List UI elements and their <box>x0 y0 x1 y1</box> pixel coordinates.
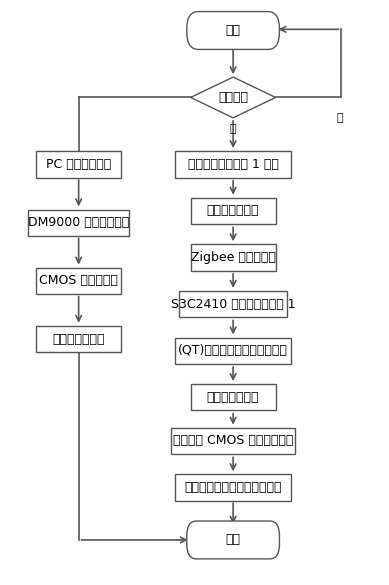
Text: 医生通过 CMOS 看到患者状态: 医生通过 CMOS 看到患者状态 <box>173 435 293 448</box>
Text: DM9000 以太网控制器: DM9000 以太网控制器 <box>28 216 129 229</box>
Text: Zigbee 协调器处理: Zigbee 协调器处理 <box>191 251 275 264</box>
FancyBboxPatch shape <box>187 521 279 559</box>
Text: (QT)用户显示界面显示病床号: (QT)用户显示界面显示病床号 <box>178 344 288 357</box>
Text: 经由路由器分流: 经由路由器分流 <box>207 205 259 218</box>
FancyBboxPatch shape <box>36 268 121 294</box>
Text: 家属观察患者状: 家属观察患者状 <box>53 333 105 346</box>
FancyBboxPatch shape <box>36 326 121 352</box>
FancyBboxPatch shape <box>175 338 291 364</box>
Text: 呼叫器呼叫鸣响: 呼叫器呼叫鸣响 <box>207 391 259 404</box>
Text: 否: 否 <box>336 113 343 123</box>
Text: 是: 是 <box>230 125 237 135</box>
Text: 患者呼叫: 患者呼叫 <box>218 91 248 104</box>
Polygon shape <box>191 77 276 118</box>
Text: 开始: 开始 <box>226 24 241 37</box>
FancyBboxPatch shape <box>179 291 287 317</box>
Text: 结束: 结束 <box>226 534 241 546</box>
FancyBboxPatch shape <box>187 12 279 49</box>
Text: PC 终端设备访问: PC 终端设备访问 <box>46 158 111 171</box>
FancyBboxPatch shape <box>36 152 121 177</box>
FancyBboxPatch shape <box>191 198 276 224</box>
FancyBboxPatch shape <box>175 474 291 501</box>
Text: CMOS 摄像头拍照: CMOS 摄像头拍照 <box>39 274 118 287</box>
Text: 开关信息以高电平 1 发送: 开关信息以高电平 1 发送 <box>187 158 279 171</box>
FancyBboxPatch shape <box>191 245 276 271</box>
Text: 医生关闭呼叫器前往走廊病床: 医生关闭呼叫器前往走廊病床 <box>184 481 282 494</box>
FancyBboxPatch shape <box>28 209 129 236</box>
FancyBboxPatch shape <box>175 152 291 177</box>
Text: S3C2410 处理器接收电平 1: S3C2410 处理器接收电平 1 <box>171 298 295 311</box>
FancyBboxPatch shape <box>171 428 295 454</box>
FancyBboxPatch shape <box>191 384 276 411</box>
